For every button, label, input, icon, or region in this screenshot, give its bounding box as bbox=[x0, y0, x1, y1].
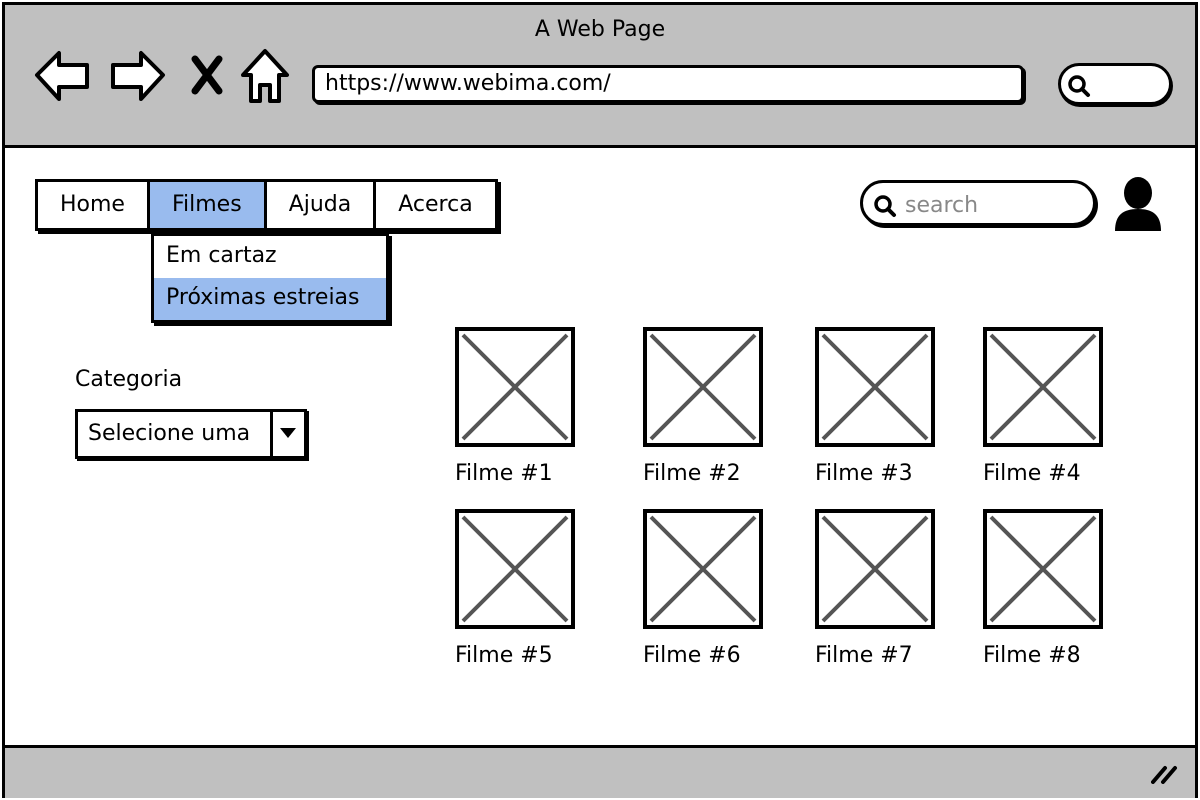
stop-icon[interactable] bbox=[189, 55, 225, 95]
back-arrow-icon[interactable] bbox=[33, 47, 93, 103]
search-icon bbox=[1068, 75, 1090, 97]
menu-item-home[interactable]: Home bbox=[38, 182, 150, 228]
image-placeholder-icon bbox=[649, 515, 757, 623]
filmes-dropdown: Em cartaz Próximas estreias bbox=[151, 233, 389, 323]
image-placeholder bbox=[643, 509, 763, 629]
movie-title: Filme #5 bbox=[455, 643, 553, 668]
movie-title: Filme #6 bbox=[643, 643, 741, 668]
dropdown-item-em-cartaz[interactable]: Em cartaz bbox=[166, 243, 277, 268]
movie-title: Filme #2 bbox=[643, 461, 741, 486]
category-select[interactable]: Selecione uma bbox=[75, 409, 307, 459]
image-placeholder bbox=[815, 327, 935, 447]
movie-title: Filme #1 bbox=[455, 461, 553, 486]
image-placeholder bbox=[983, 509, 1103, 629]
image-placeholder-icon bbox=[989, 515, 1097, 623]
image-placeholder-icon bbox=[821, 515, 929, 623]
browser-statusbar bbox=[5, 745, 1195, 798]
category-label: Categoria bbox=[75, 367, 183, 392]
image-placeholder-icon bbox=[461, 333, 569, 441]
movie-card[interactable]: Filme #6 bbox=[643, 509, 783, 668]
browser-search-field[interactable] bbox=[1058, 63, 1172, 105]
user-icon[interactable] bbox=[1113, 175, 1163, 233]
movie-card[interactable]: Filme #2 bbox=[643, 327, 783, 486]
menu-item-ajuda[interactable]: Ajuda bbox=[267, 182, 377, 228]
movie-card[interactable]: Filme #1 bbox=[455, 327, 595, 486]
search-icon bbox=[874, 195, 896, 217]
image-placeholder-icon bbox=[821, 333, 929, 441]
image-placeholder bbox=[983, 327, 1103, 447]
movie-title: Filme #4 bbox=[983, 461, 1081, 486]
url-bar[interactable]: https://www.webima.com/ bbox=[312, 65, 1024, 103]
home-icon[interactable] bbox=[239, 47, 291, 105]
image-placeholder-icon bbox=[649, 333, 757, 441]
image-placeholder bbox=[455, 327, 575, 447]
dropdown-item-proximas-estreias[interactable]: Próximas estreias bbox=[154, 278, 386, 320]
image-placeholder bbox=[455, 509, 575, 629]
menu-item-filmes[interactable]: Filmes bbox=[149, 182, 267, 228]
movie-card[interactable]: Filme #8 bbox=[983, 509, 1123, 668]
chevron-down-icon bbox=[280, 428, 296, 438]
image-placeholder-icon bbox=[989, 333, 1097, 441]
image-placeholder bbox=[815, 509, 935, 629]
resize-grip-icon[interactable] bbox=[1151, 762, 1181, 784]
search-field bbox=[860, 180, 1096, 226]
image-placeholder bbox=[643, 327, 763, 447]
category-selected-value: Selecione uma bbox=[88, 421, 251, 446]
movie-title: Filme #8 bbox=[983, 643, 1081, 668]
movie-card[interactable]: Filme #7 bbox=[815, 509, 955, 668]
image-placeholder-icon bbox=[461, 515, 569, 623]
category-dropdown-toggle[interactable] bbox=[270, 412, 304, 456]
movie-card[interactable]: Filme #4 bbox=[983, 327, 1123, 486]
window-title: A Web Page bbox=[534, 17, 666, 42]
main-menu: Home Filmes Ajuda Acerca bbox=[35, 179, 498, 231]
movie-card[interactable]: Filme #3 bbox=[815, 327, 955, 486]
movie-title: Filme #7 bbox=[815, 643, 913, 668]
menu-item-acerca[interactable]: Acerca bbox=[398, 192, 473, 217]
movie-card[interactable]: Filme #5 bbox=[455, 509, 595, 668]
forward-arrow-icon[interactable] bbox=[107, 47, 167, 103]
search-input[interactable] bbox=[903, 189, 1087, 221]
browser-titlebar: A Web Page https://www.webima.com/ bbox=[5, 5, 1195, 148]
movie-title: Filme #3 bbox=[815, 461, 913, 486]
